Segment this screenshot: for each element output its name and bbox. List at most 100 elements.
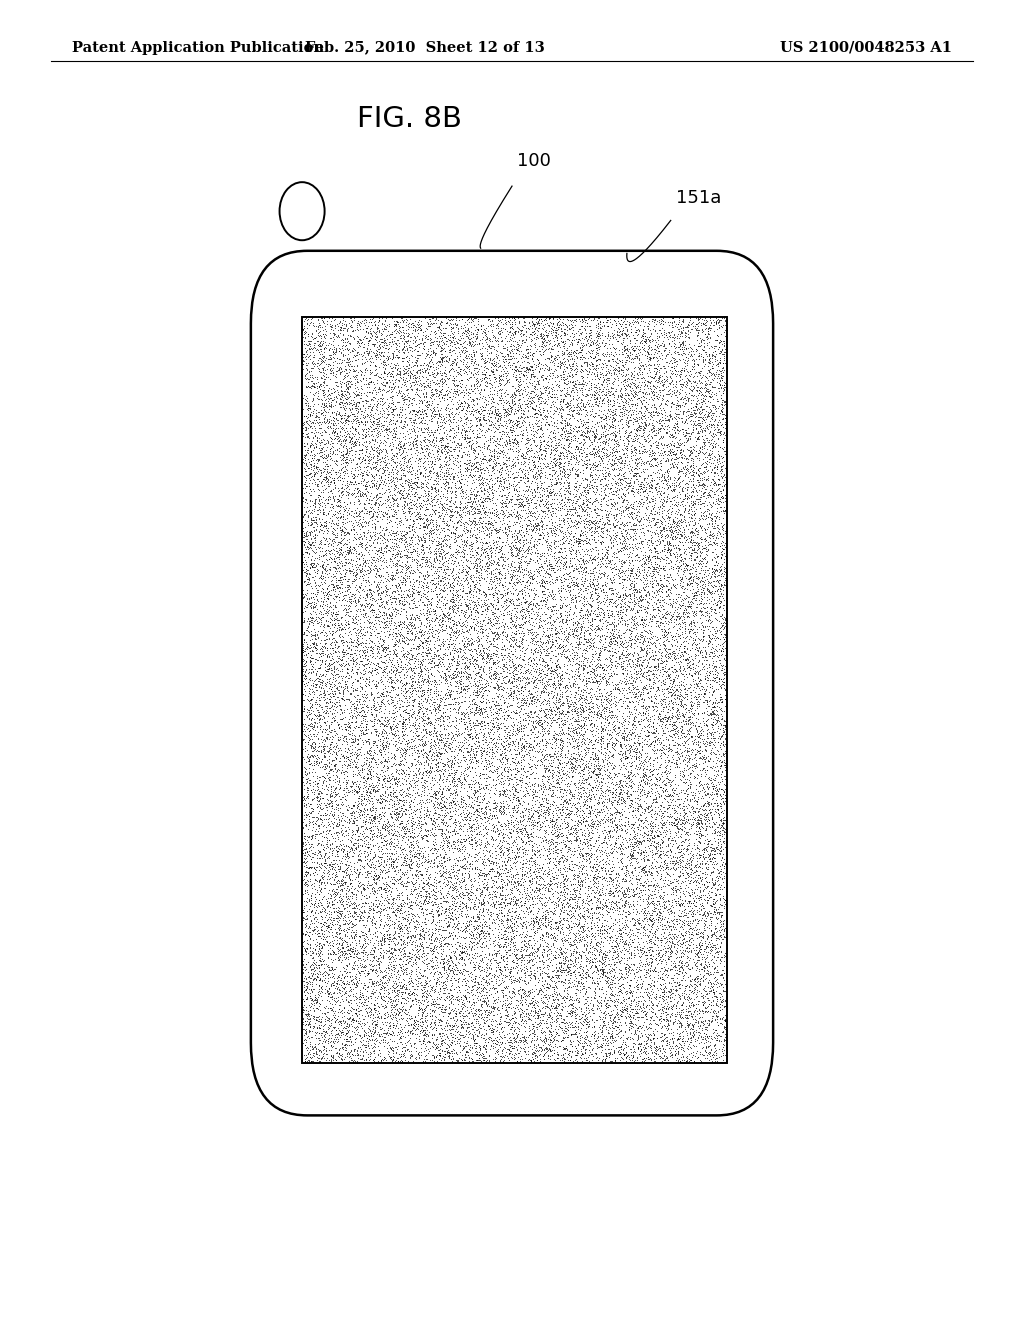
Point	[578, 601, 594, 622]
Point	[480, 861, 497, 882]
Point	[615, 776, 632, 797]
Point	[489, 347, 506, 368]
Point	[553, 615, 569, 636]
Point	[368, 697, 384, 718]
Point	[349, 998, 366, 1019]
Point	[399, 927, 416, 948]
Point	[706, 346, 722, 367]
Point	[356, 515, 373, 536]
Point	[681, 870, 697, 891]
Point	[699, 405, 716, 426]
Point	[447, 487, 464, 508]
Point	[406, 735, 422, 756]
Point	[474, 993, 490, 1014]
Point	[390, 689, 407, 710]
Point	[368, 455, 384, 477]
Point	[577, 696, 593, 717]
Point	[530, 862, 547, 883]
Point	[626, 964, 642, 985]
Point	[296, 331, 312, 352]
Point	[374, 989, 390, 1010]
Point	[502, 636, 518, 657]
Point	[309, 843, 326, 865]
Point	[423, 729, 439, 750]
Point	[626, 387, 642, 408]
Point	[632, 549, 648, 570]
Point	[328, 975, 344, 997]
Point	[423, 482, 439, 503]
Point	[362, 582, 379, 603]
Point	[604, 480, 621, 502]
Point	[569, 573, 586, 594]
Point	[523, 383, 540, 404]
Point	[504, 438, 520, 459]
Point	[584, 814, 600, 836]
Point	[381, 892, 397, 913]
Point	[397, 730, 414, 751]
Point	[526, 676, 543, 697]
Point	[413, 965, 429, 986]
Point	[361, 1019, 378, 1040]
Point	[519, 532, 536, 553]
Point	[365, 940, 381, 961]
Point	[484, 403, 501, 424]
Point	[361, 381, 378, 403]
Point	[702, 520, 719, 541]
Point	[460, 628, 476, 649]
Point	[680, 903, 696, 924]
Point	[445, 913, 462, 935]
Point	[509, 962, 525, 983]
Point	[659, 645, 676, 667]
Point	[296, 698, 312, 719]
Point	[480, 536, 497, 557]
Point	[312, 473, 329, 494]
Point	[664, 391, 680, 412]
Point	[422, 1049, 438, 1071]
Point	[544, 498, 560, 519]
Point	[648, 422, 665, 444]
Point	[481, 414, 498, 436]
Point	[375, 678, 391, 700]
Point	[490, 663, 507, 684]
Point	[411, 997, 427, 1018]
Point	[308, 574, 325, 595]
Point	[343, 731, 359, 752]
Point	[408, 710, 424, 731]
Point	[411, 929, 427, 950]
Point	[663, 741, 679, 762]
Point	[588, 957, 604, 978]
Point	[404, 907, 421, 928]
Point	[474, 879, 490, 900]
Point	[568, 421, 585, 442]
Point	[341, 717, 357, 738]
Point	[616, 529, 633, 550]
Point	[680, 906, 696, 927]
Point	[419, 743, 435, 764]
Point	[340, 939, 356, 960]
Point	[334, 614, 350, 635]
Point	[324, 381, 340, 403]
Point	[417, 395, 433, 416]
Point	[530, 416, 547, 437]
Point	[426, 850, 442, 871]
Point	[483, 826, 500, 847]
Point	[423, 610, 439, 631]
Point	[309, 339, 326, 360]
Point	[505, 932, 521, 953]
Point	[566, 585, 583, 606]
Point	[622, 727, 638, 748]
Point	[502, 322, 518, 343]
Point	[690, 1047, 707, 1068]
Point	[410, 768, 426, 789]
Point	[494, 424, 510, 445]
Point	[462, 672, 478, 693]
Point	[457, 636, 473, 657]
Point	[631, 451, 647, 473]
Point	[370, 709, 386, 730]
Point	[705, 345, 721, 366]
Point	[338, 314, 354, 335]
Point	[629, 902, 645, 923]
Point	[441, 469, 458, 490]
Point	[429, 755, 445, 776]
Point	[392, 510, 409, 531]
